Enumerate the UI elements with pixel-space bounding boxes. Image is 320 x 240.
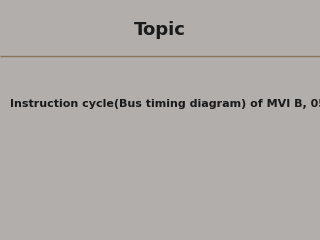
Text: Topic: Topic bbox=[134, 21, 186, 39]
Text: Instruction cycle(Bus timing diagram) of MVI B, 05H: Instruction cycle(Bus timing diagram) of… bbox=[10, 99, 320, 109]
